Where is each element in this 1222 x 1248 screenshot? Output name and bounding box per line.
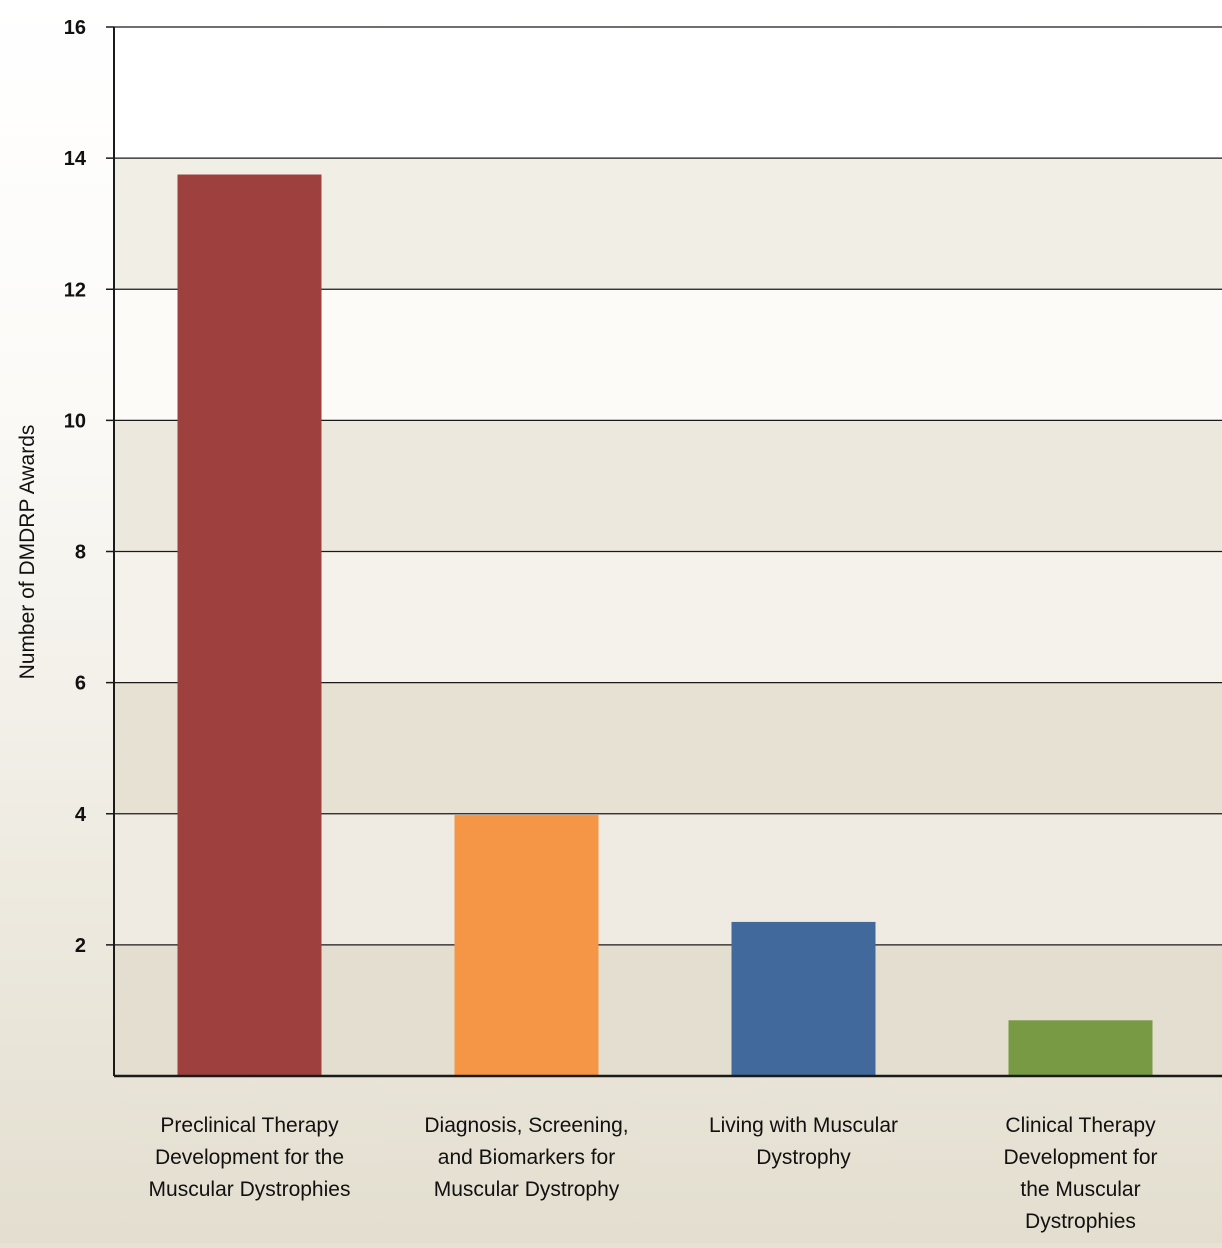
x-category-label-line: Muscular Dystrophies [149,1178,351,1201]
bars [177,174,1153,1076]
bar [731,921,876,1076]
y-tick-label: 6 [75,673,86,695]
x-category-label-line: Preclinical Therapy [160,1114,339,1137]
x-category-label-line: Muscular Dystrophy [434,1178,620,1201]
x-category-label-line: Clinical Therapy [1005,1114,1156,1137]
plot-band [114,27,1222,159]
y-tick-label: 2 [75,935,86,957]
x-category-label-line: Development for the [155,1146,344,1169]
y-tick-label: 12 [64,279,86,301]
x-category-label-line: Dystrophies [1025,1210,1136,1233]
x-category-label-line: and Biomarkers for [438,1146,615,1169]
x-category-label: Preclinical Therapy Development for the Mu… [149,1114,351,1201]
x-category-label-line: the Muscular [1020,1178,1140,1201]
x-category-label-line: Diagnosis, Screening, [424,1114,628,1137]
x-category-label: Diagnosis, Screening, and Biomarkers for M… [424,1114,628,1201]
x-category-label-line: Development for [1003,1146,1157,1169]
bar [1008,1020,1153,1076]
y-tick-label: 10 [64,410,86,432]
x-category-label: Living with Muscular Dystrophy [709,1114,898,1169]
y-tick-labels: 2 4 6 8 10 12 14 16 [64,17,87,957]
y-tick-label: 8 [75,542,86,564]
x-category-label: Clinical Therapy Development for the Muscu… [1003,1114,1157,1233]
y-tick-label: 4 [75,804,87,826]
bar [454,815,599,1076]
y-axis-title: Number of DMDRP Awards [16,425,39,680]
x-category-labels: Preclinical Therapy Development for the Mu… [149,1114,1158,1233]
bar [177,174,322,1076]
y-tick-label: 16 [64,17,86,39]
axes [113,27,1222,1078]
x-category-label-line: Dystrophy [756,1146,851,1169]
y-tick-label: 14 [64,148,87,170]
x-category-label-line: Living with Muscular [709,1114,898,1137]
